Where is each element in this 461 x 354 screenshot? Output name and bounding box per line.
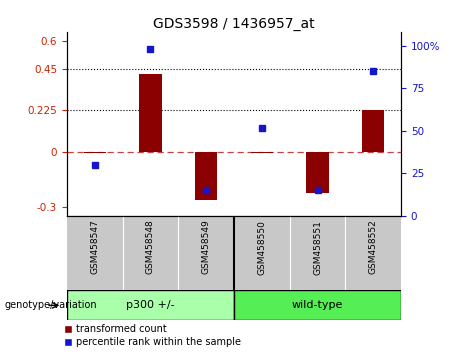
Bar (195, 152, 217, 200)
Text: wild-type: wild-type (292, 300, 343, 310)
Text: GSM458552: GSM458552 (369, 219, 378, 274)
Text: GSM458549: GSM458549 (201, 219, 211, 274)
Bar (67, 290, 234, 320)
Legend: transformed count, percentile rank within the sample: transformed count, percentile rank withi… (63, 322, 243, 349)
Text: GSM458550: GSM458550 (257, 219, 266, 275)
Bar (83, 152, 106, 153)
Title: GDS3598 / 1436957_at: GDS3598 / 1436957_at (153, 17, 315, 31)
Bar (251, 152, 273, 153)
Text: GSM458547: GSM458547 (90, 219, 99, 274)
Bar (307, 152, 329, 193)
Bar (362, 110, 384, 152)
Text: genotype/variation: genotype/variation (5, 300, 97, 310)
Text: p300 +/-: p300 +/- (126, 300, 175, 310)
Text: GSM458551: GSM458551 (313, 219, 322, 275)
Bar (234, 290, 401, 320)
Bar (139, 74, 161, 152)
Text: GSM458548: GSM458548 (146, 219, 155, 274)
